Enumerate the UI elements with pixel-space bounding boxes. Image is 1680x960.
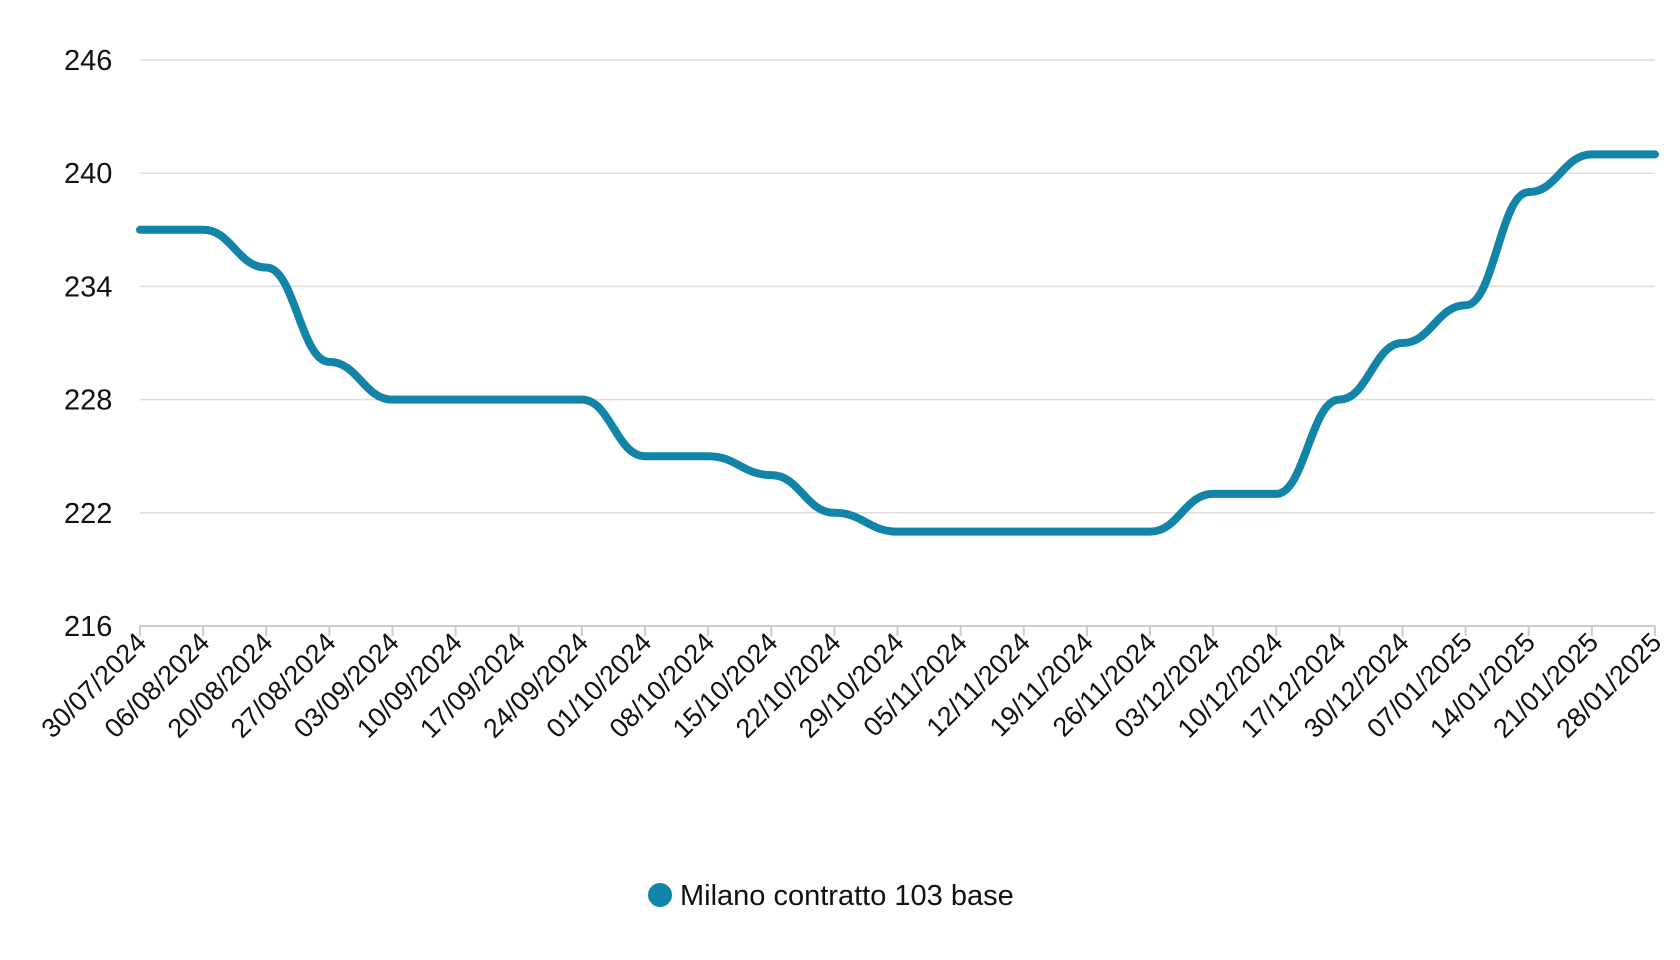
grid-layer [140,59,1655,627]
y-tick-label: 222 [64,498,112,530]
legend[interactable]: Milano contratto 103 base [648,880,1014,912]
y-tick-label: 228 [64,385,112,417]
y-tick-label: 216 [64,611,112,643]
series-line [136,150,1659,536]
x-axis: 30/07/202406/08/202420/08/202427/08/2024… [35,626,1667,744]
legend-label: Milano contratto 103 base [680,880,1014,912]
y-tick-label: 240 [64,158,112,190]
y-axis: 216 222 228 234 240 246 [64,45,112,643]
legend-swatch-icon [648,883,672,907]
series-layer [136,150,1659,536]
y-tick-label: 246 [64,45,112,77]
y-tick-label: 234 [64,271,112,303]
